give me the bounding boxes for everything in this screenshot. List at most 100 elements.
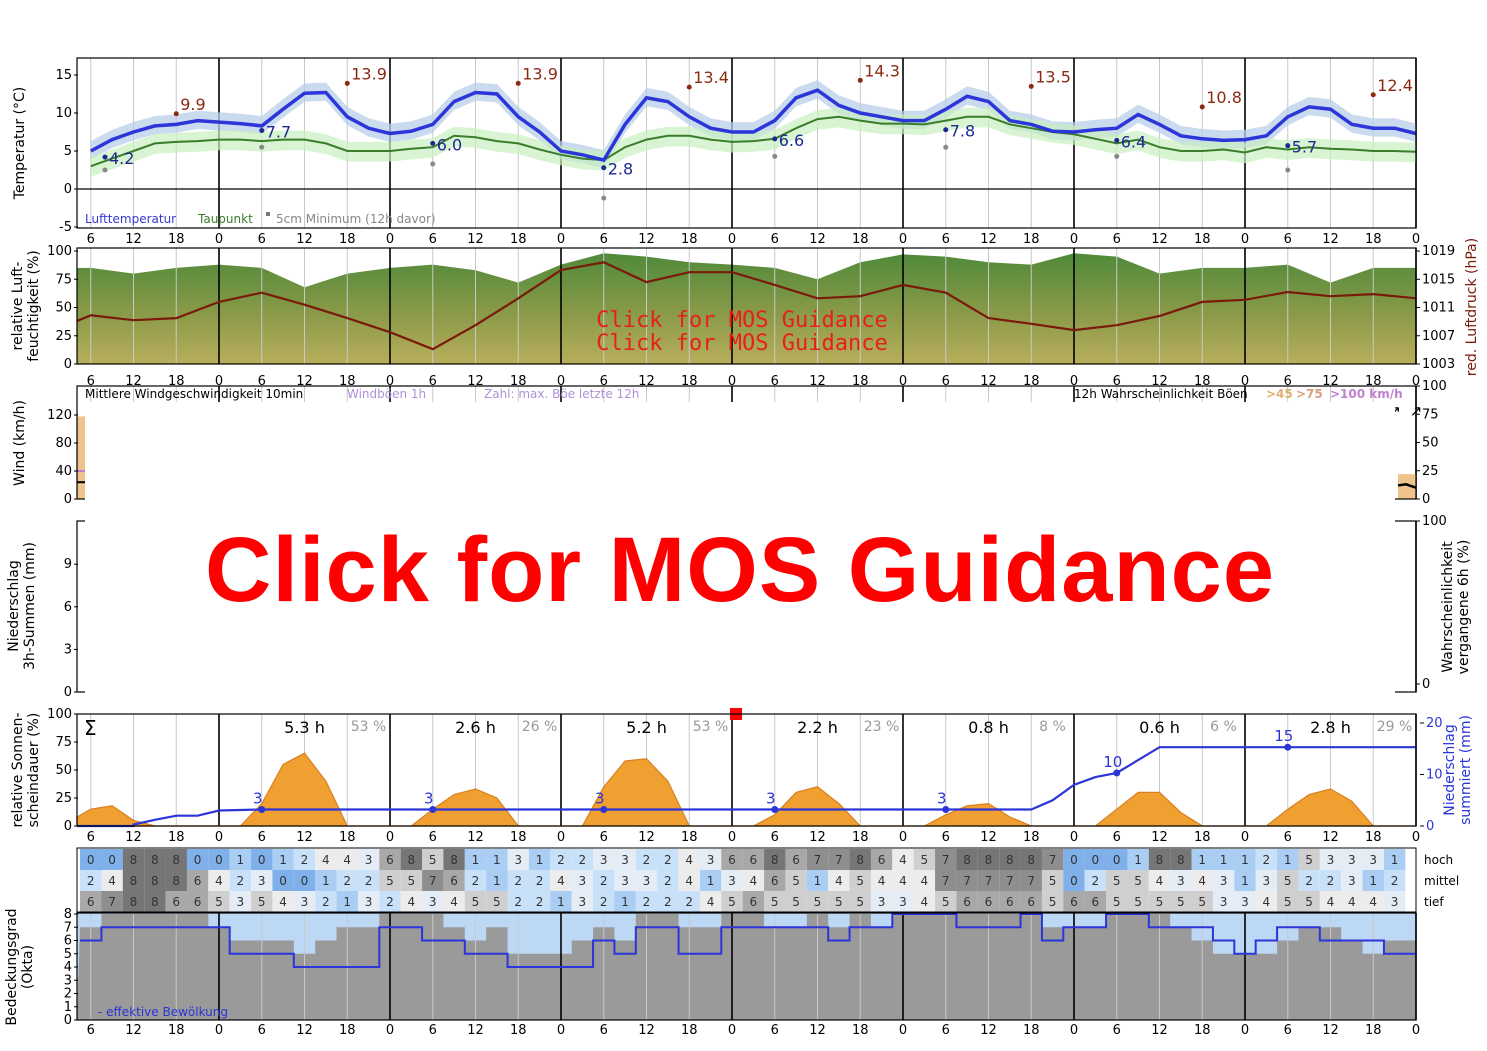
cloud-cell <box>764 870 786 891</box>
cloud-cell <box>999 891 1021 912</box>
cloud-cell <box>550 870 572 891</box>
cloud-cell-value: 5 <box>856 874 864 888</box>
cloud-cell <box>1020 849 1042 870</box>
min-temp-label: 7.7 <box>266 122 291 141</box>
cloud-cell-value: 2 <box>514 895 522 909</box>
humidity-tick-label: 6 <box>258 374 266 389</box>
cloud-cell <box>699 870 722 891</box>
cloud-cell-value: 1 <box>1198 853 1206 867</box>
cloud-cell <box>1298 849 1320 870</box>
cloud-cell-value: 6 <box>450 874 458 888</box>
cloud-cell <box>422 891 444 912</box>
mos-guidance-link[interactable]: Click for MOS Guidance <box>85 402 1395 698</box>
cloud-cell-value: 5 <box>728 895 736 909</box>
octa-tick-label: 6 <box>87 1023 95 1038</box>
cloud-cell-value: 8 <box>130 895 138 909</box>
legend-effective-cloud: - effektive Bewölkung <box>98 1005 228 1019</box>
octa-tick-label: 12 <box>638 1023 655 1038</box>
cloud-cell-value: 4 <box>1263 895 1271 909</box>
precip-y-axis-label: Niederschlag3h-Summen (mm) <box>6 542 38 670</box>
cloud-cell-value: 3 <box>1220 895 1228 909</box>
cloud-table-frame <box>76 847 1417 913</box>
cloud-cell-value: 5 <box>1177 895 1185 909</box>
max-temp-label: 13.5 <box>1035 67 1071 86</box>
cloud-cell <box>528 891 551 912</box>
octa-tick-label: 0 <box>386 1023 394 1038</box>
humidity-tick-label: 0 <box>899 374 907 389</box>
cloud-cell <box>635 891 658 912</box>
legend-mean-wind: Mittlere Windgeschwindigkeit 10min <box>85 387 303 401</box>
precip-y-tick-label: 6 <box>64 600 72 615</box>
temp-tick-label: 18 <box>852 232 869 247</box>
cloud-cell-value: 7 <box>108 895 116 909</box>
cloud-cell-value: 5 <box>1284 874 1292 888</box>
temp-tick-label: 18 <box>1365 232 1382 247</box>
cloud-cell <box>956 891 978 912</box>
cloud-cell-value: 3 <box>514 853 522 867</box>
cloud-cell <box>122 849 145 870</box>
precip-sum-label: 3 <box>424 790 434 808</box>
cloud-cell <box>913 849 936 870</box>
max-temp-point <box>857 77 863 83</box>
cloud-cell <box>229 870 252 891</box>
cloud-cell-value: 8 <box>130 853 138 867</box>
cloud-cell <box>892 849 914 870</box>
cloud-cell-value: 5 <box>856 895 864 909</box>
cloud-cell <box>1170 870 1192 891</box>
octa-tick-label: 6 <box>771 1023 779 1038</box>
cloud-cell <box>1277 849 1299 870</box>
humidity-tick-label: 0 <box>1412 374 1420 389</box>
humidity-tick-label: 18 <box>510 374 527 389</box>
cloud-cell <box>593 870 615 891</box>
cloud-cell-value: 2 <box>643 853 651 867</box>
cloud-cell <box>486 849 508 870</box>
octa-y-tick-label: 0 <box>64 1013 72 1028</box>
cloud-cell-value: 6 <box>194 874 202 888</box>
sunshine-y-tick-label: 25 <box>55 791 72 806</box>
temp-y-tick-label: -5 <box>59 220 72 235</box>
precip-y-tick-label: 3 <box>64 642 72 657</box>
cloud-row-label-mittel: mittel <box>1424 874 1459 888</box>
cloud-cell <box>165 849 187 870</box>
cloud-cell <box>101 849 123 870</box>
cloud-cell-value: 4 <box>408 895 416 909</box>
cloud-cell <box>229 849 252 870</box>
sunshine-tick-label: 18 <box>681 830 698 845</box>
pressure-y-tick-label: 1019 <box>1422 244 1455 259</box>
cloud-cell-value: 6 <box>750 895 758 909</box>
mos-guidance-link-small[interactable]: Click for MOS Guidance <box>596 308 887 333</box>
cloud-cell-value: 3 <box>365 853 373 867</box>
cloud-cell <box>699 891 722 912</box>
humidity-tick-label: 18 <box>1365 374 1382 389</box>
cloud-cell <box>635 849 658 870</box>
humidity-y-tick-label: 50 <box>55 301 72 316</box>
temp-tick-label: 12 <box>467 232 484 247</box>
min-temp-label: 6.0 <box>437 135 462 154</box>
cloud-cell <box>122 870 145 891</box>
cloud-cell <box>336 849 358 870</box>
mos-guidance-text[interactable]: Click for MOS Guidance <box>205 519 1275 621</box>
cloud-cell-value: 2 <box>514 874 522 888</box>
sunshine-tick-label: 12 <box>980 830 997 845</box>
cloud-cell-value: 2 <box>343 874 351 888</box>
precip-sum-point <box>258 806 266 814</box>
sunshine-tick-label: 6 <box>429 830 437 845</box>
humidity-tick-label: 18 <box>852 374 869 389</box>
cloud-cell <box>1148 849 1171 870</box>
cloud-cell <box>528 870 551 891</box>
sunshine-tick-label: 12 <box>638 830 655 845</box>
cloud-cell-value: 0 <box>87 853 95 867</box>
cloud-cell <box>357 891 380 912</box>
octa-tick-label: 0 <box>1070 1023 1078 1038</box>
cloud-cell <box>1234 891 1256 912</box>
max-temp-point <box>1199 104 1205 110</box>
cloud-cell <box>1041 870 1064 891</box>
cloud-cell <box>251 870 273 891</box>
cloud-cell-value: 2 <box>579 853 587 867</box>
mos-guidance-link-small[interactable]: Click for MOS Guidance <box>596 331 887 356</box>
humidity-tick-label: 18 <box>681 374 698 389</box>
daily-sunshine-hours: 5.3 h <box>284 718 325 737</box>
sunshine-tick-label: 0 <box>557 830 565 845</box>
cloud-cell <box>1341 849 1363 870</box>
cloud-cell <box>635 870 658 891</box>
